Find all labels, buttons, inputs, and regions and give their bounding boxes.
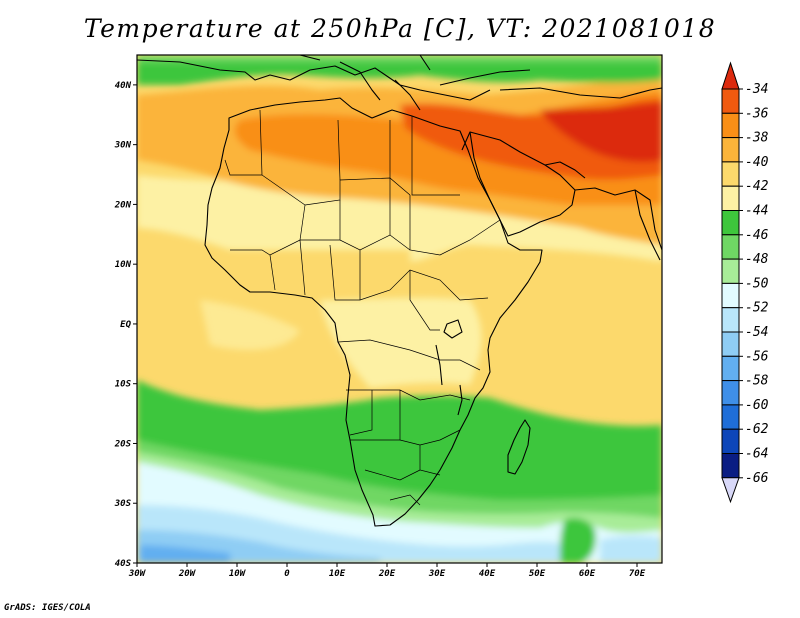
temperature-field: [137, 55, 662, 563]
colorbar-swatch: [721, 380, 740, 406]
colorbar-label: -42: [745, 179, 769, 194]
colorbar: -34 -36 -38 -40 -42 -44 -46 -48 -50 -52 -54 -56 -58 -…: [721, 61, 769, 504]
longitude-axis: 30W 20W 10W 0 10E 20E 30E 40E 50E 60E 70E: [128, 563, 646, 579]
colorbar-label: -66: [745, 471, 769, 486]
colorbar-swatch: [721, 331, 740, 357]
lon-tick-label: 40E: [479, 569, 496, 579]
colorbar-label: -50: [745, 276, 769, 291]
lat-tick-label: 10S: [115, 380, 132, 390]
colorbar-label: -64: [745, 447, 768, 462]
lat-tick-label: 40N: [115, 81, 132, 91]
coastlines: [137, 55, 662, 527]
lon-tick-label: 30W: [128, 569, 147, 579]
lon-tick-label: 50E: [529, 569, 546, 579]
lon-tick-label: 20E: [378, 569, 396, 579]
colorbar-swatch: [721, 112, 740, 139]
lat-tick-label: EQ: [120, 320, 131, 330]
colorbar-label: -34: [745, 82, 768, 97]
colorbar-label: -38: [745, 131, 769, 146]
colorbar-swatch: [721, 282, 740, 309]
country-borders: [224, 109, 501, 506]
lon-tick-label: 20W: [178, 569, 197, 579]
colorbar-swatch: [721, 137, 740, 163]
lat-tick-label: 20N: [114, 200, 132, 210]
colorbar-swatch: [721, 307, 740, 333]
colorbar-swatch: [721, 88, 740, 114]
colorbar-label: -56: [745, 349, 769, 364]
colorbar-swatch: [721, 355, 740, 382]
colorbar-label: -36: [745, 106, 769, 121]
lat-tick-label: 20S: [114, 439, 132, 449]
colorbar-label: -52: [745, 301, 769, 316]
colorbar-label: -46: [745, 228, 769, 243]
colorbar-label: -54: [745, 325, 768, 340]
colorbar-label: -58: [745, 374, 769, 389]
lon-tick-label: 0: [284, 569, 290, 579]
colorbar-label: -62: [745, 422, 769, 437]
lon-tick-label: 70E: [629, 569, 646, 579]
colorbar-swatch: [721, 185, 740, 211]
colorbar-swatch: [721, 428, 740, 455]
colorbar-label: -48: [745, 252, 769, 267]
latitude-axis: 40N 30N 20N 10N EQ 10S 20S 30S 40S: [114, 81, 137, 569]
lon-tick-label: 30E: [428, 569, 446, 579]
colorbar-swatch: [721, 258, 740, 284]
lon-tick-label: 10W: [229, 569, 247, 579]
colorbar-swatch: [721, 210, 740, 236]
colorbar-top-arrow: [721, 61, 740, 90]
lon-tick-label: 10E: [329, 569, 346, 579]
colorbar-swatch: [721, 404, 740, 430]
credit-label: GrADS: IGES/COLA: [4, 603, 91, 613]
lat-tick-label: 10N: [115, 260, 132, 270]
colorbar-label: -44: [745, 204, 768, 219]
colorbar-swatch: [721, 161, 740, 187]
colorbar-swatch: [721, 234, 740, 260]
colorbar-label: -60: [745, 398, 769, 413]
colorbar-swatch: [721, 453, 740, 479]
colorbar-bottom-arrow: [721, 477, 740, 504]
lat-tick-label: 40S: [115, 559, 132, 569]
lon-tick-label: 60E: [579, 569, 596, 579]
chart-title: Temperature at 250hPa [C], VT: 202108101…: [83, 14, 717, 43]
colorbar-label: -40: [745, 155, 769, 170]
lat-tick-label: 30S: [114, 499, 132, 509]
plot-frame: [136, 54, 663, 564]
lat-tick-label: 30N: [114, 141, 132, 151]
